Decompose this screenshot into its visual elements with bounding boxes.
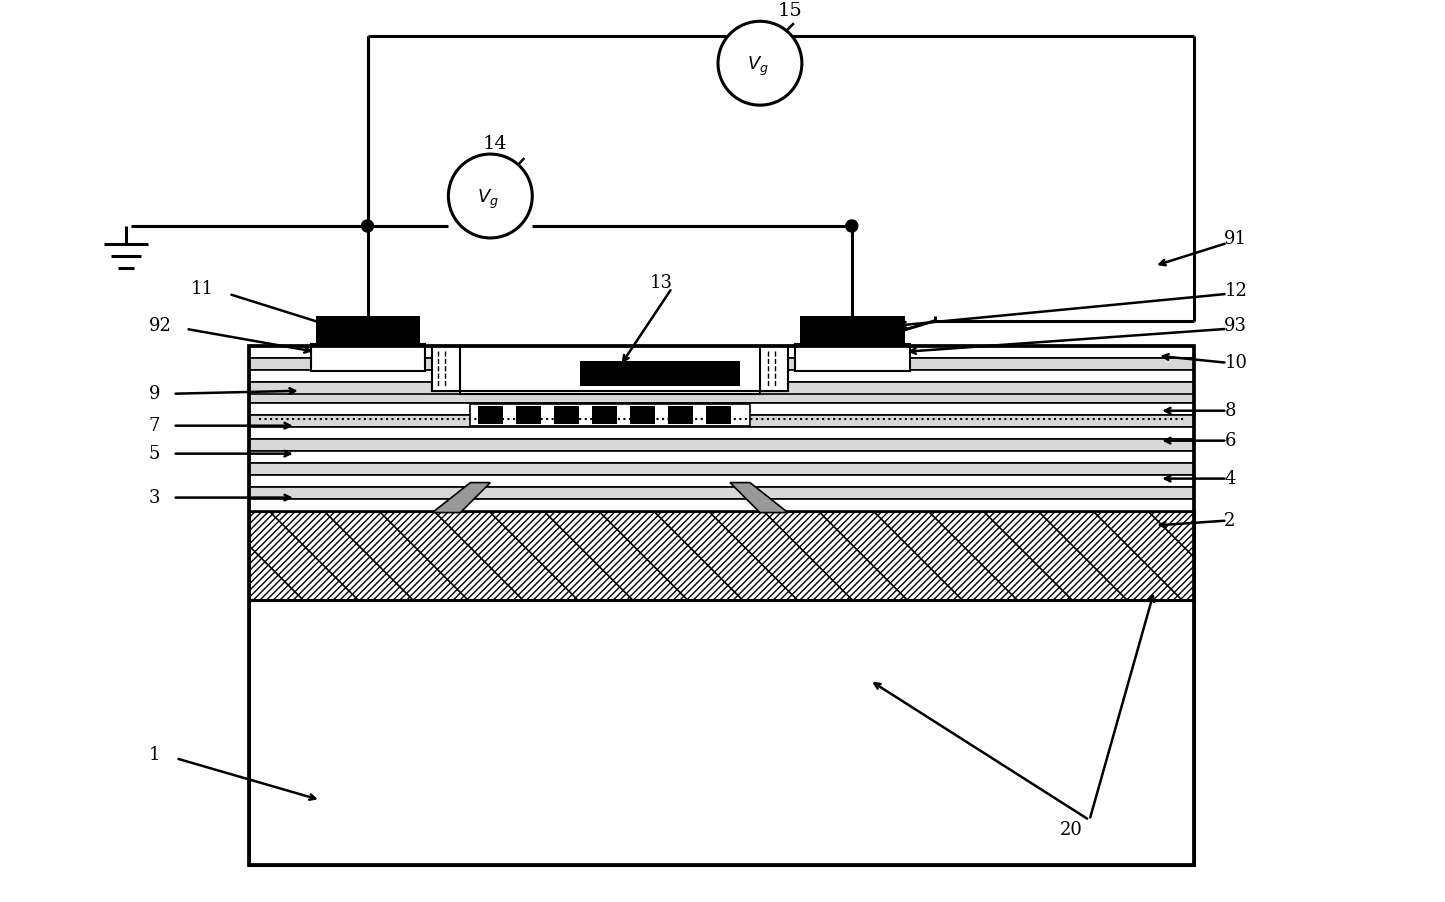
- Bar: [249, 345, 1195, 865]
- Bar: [249, 415, 1195, 427]
- Circle shape: [718, 22, 802, 106]
- Bar: [760, 345, 788, 391]
- Bar: [249, 382, 461, 394]
- Bar: [249, 358, 461, 370]
- Bar: [760, 382, 1195, 394]
- Bar: [249, 486, 1195, 499]
- Bar: [249, 511, 1195, 601]
- Bar: [249, 463, 1195, 474]
- Bar: [581, 361, 740, 386]
- Polygon shape: [432, 483, 490, 512]
- Bar: [592, 406, 617, 424]
- Text: 20: 20: [1059, 821, 1082, 839]
- Bar: [760, 345, 1195, 358]
- Bar: [249, 345, 461, 358]
- Circle shape: [361, 220, 373, 232]
- Text: 5: 5: [149, 445, 160, 463]
- Bar: [630, 406, 655, 424]
- Bar: [795, 344, 910, 371]
- Bar: [311, 344, 425, 371]
- Text: 6: 6: [1224, 432, 1235, 450]
- Bar: [471, 404, 750, 426]
- Bar: [432, 345, 461, 391]
- Bar: [516, 406, 542, 424]
- Bar: [249, 370, 461, 382]
- Text: 9: 9: [149, 385, 160, 402]
- Text: 11: 11: [191, 280, 214, 298]
- Text: 7: 7: [149, 417, 160, 435]
- Bar: [249, 474, 1195, 486]
- Bar: [249, 438, 1195, 451]
- Text: 14: 14: [483, 135, 507, 153]
- Text: 4: 4: [1224, 470, 1235, 488]
- Text: 12: 12: [1224, 282, 1247, 299]
- Bar: [668, 406, 694, 424]
- Text: 1: 1: [149, 746, 160, 764]
- Bar: [249, 499, 1195, 511]
- Text: 92: 92: [149, 317, 172, 335]
- Bar: [461, 391, 760, 394]
- Text: 8: 8: [1224, 401, 1235, 419]
- Text: 15: 15: [777, 3, 802, 20]
- Text: 93: 93: [1224, 317, 1247, 335]
- Bar: [249, 402, 1195, 415]
- Text: 13: 13: [650, 274, 673, 292]
- Bar: [760, 358, 1195, 370]
- Text: 2: 2: [1224, 511, 1235, 529]
- Circle shape: [448, 154, 532, 238]
- Bar: [315, 316, 420, 344]
- Circle shape: [845, 220, 858, 232]
- Bar: [249, 601, 1195, 865]
- Text: $V_g$: $V_g$: [477, 188, 500, 210]
- Bar: [249, 451, 1195, 463]
- Bar: [249, 391, 1195, 402]
- Polygon shape: [730, 483, 788, 512]
- Bar: [555, 406, 579, 424]
- Bar: [249, 427, 1195, 438]
- Text: 91: 91: [1224, 230, 1247, 248]
- Text: 10: 10: [1224, 354, 1247, 372]
- Bar: [760, 370, 1195, 382]
- Bar: [707, 406, 731, 424]
- Text: 3: 3: [149, 489, 160, 507]
- Bar: [478, 406, 503, 424]
- Bar: [801, 316, 905, 344]
- Text: $V_g$: $V_g$: [747, 55, 769, 78]
